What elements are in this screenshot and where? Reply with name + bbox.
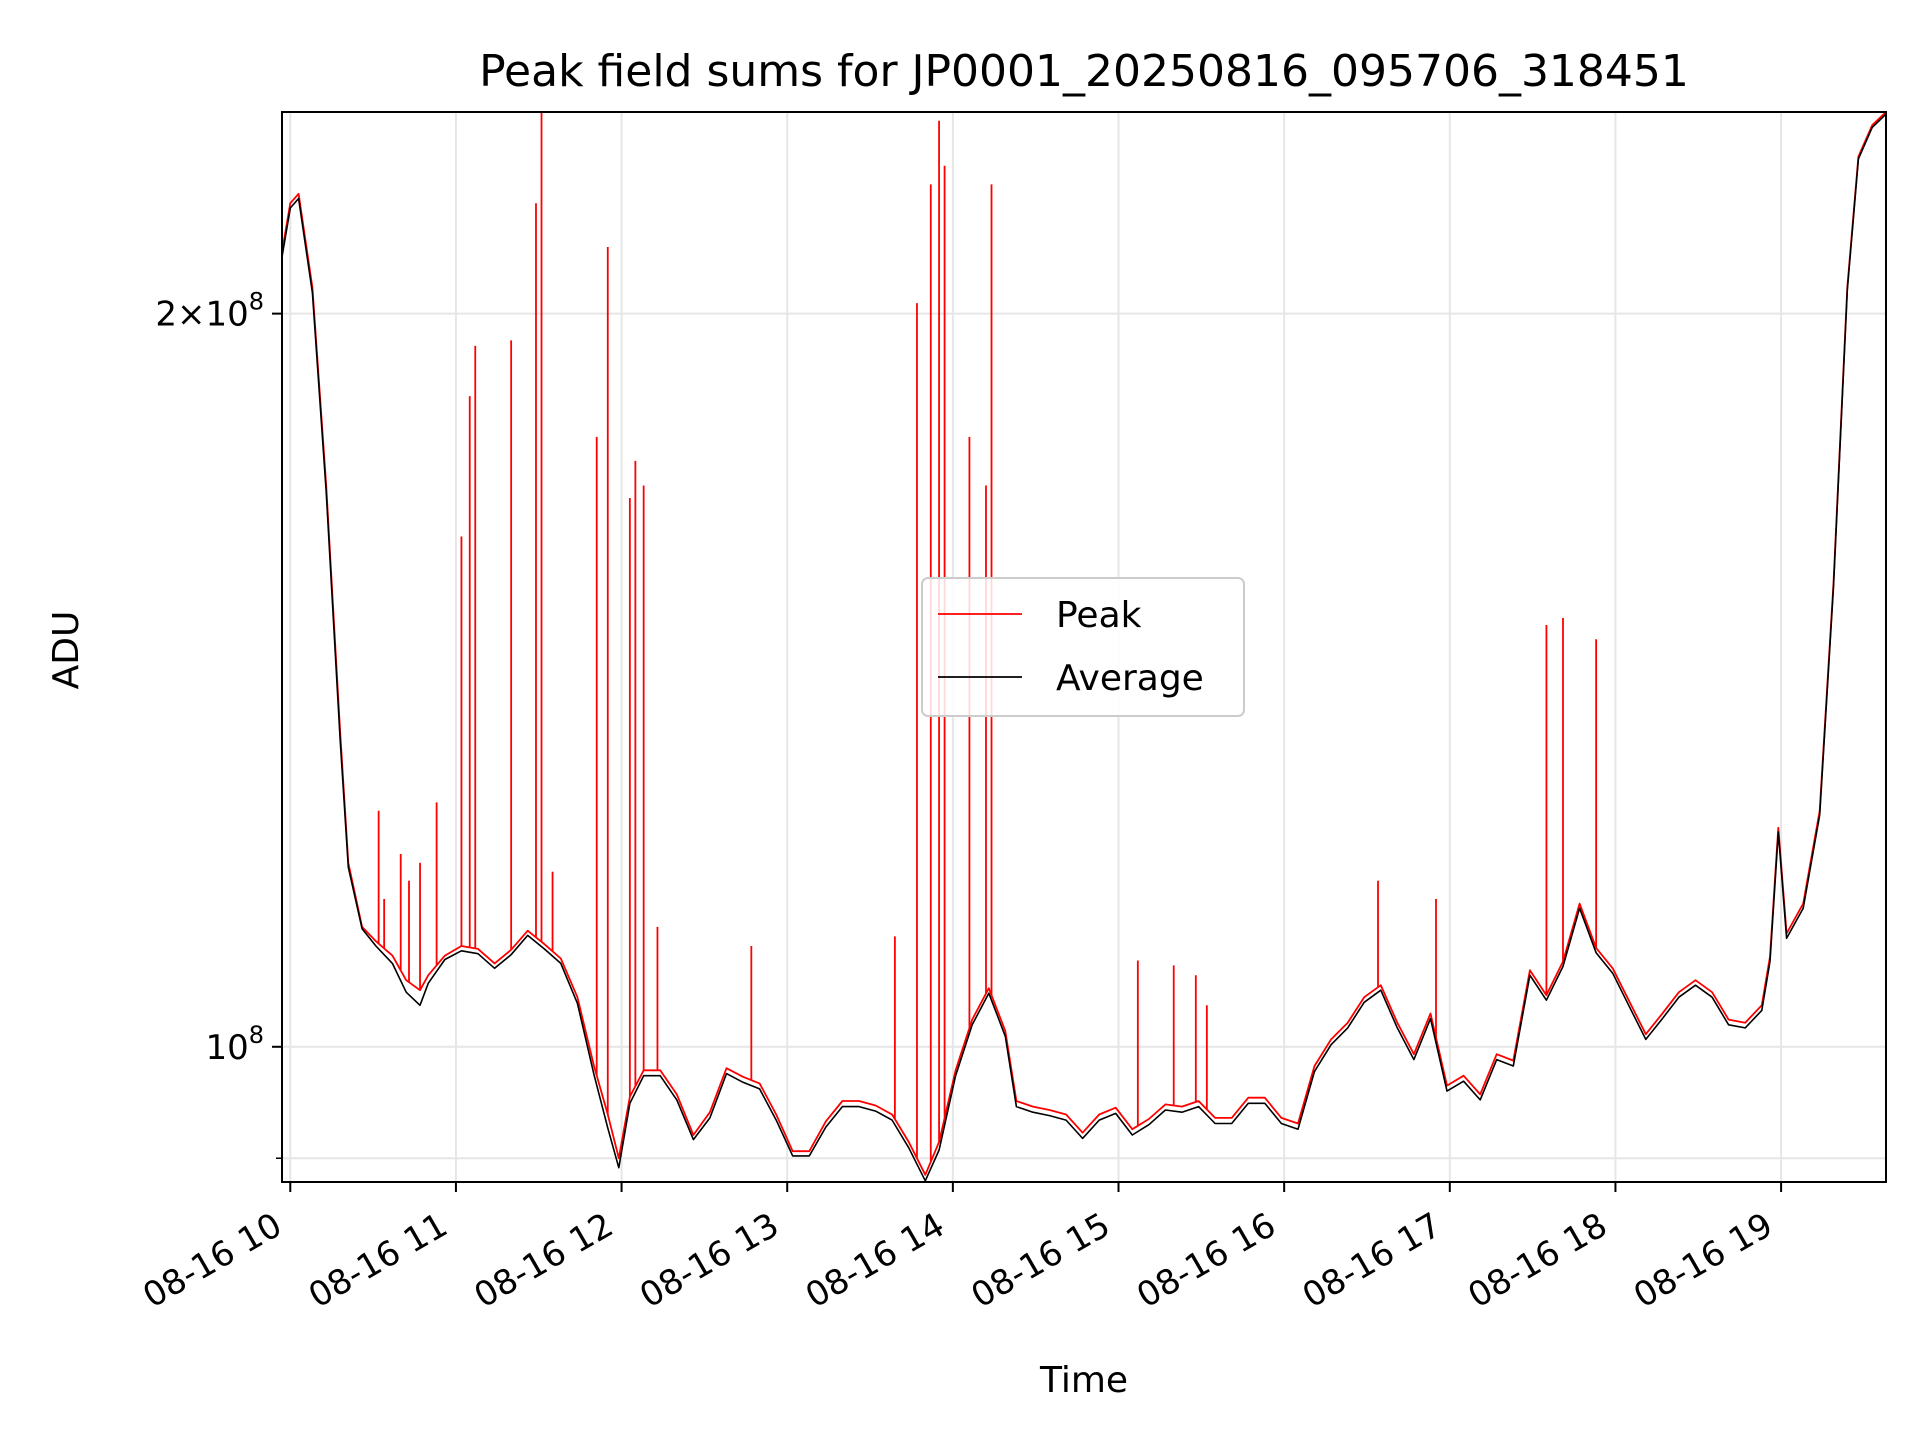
y-tick-label: 108 xyxy=(205,1021,264,1068)
peak-series-layer xyxy=(282,112,1886,1176)
x-axis-label: Time xyxy=(1039,1360,1128,1401)
chart-legend: Peak Average xyxy=(921,577,1245,717)
peak-series-line xyxy=(282,112,1886,1176)
legend-average-label: Average xyxy=(1056,658,1204,699)
average-series-layer xyxy=(282,113,1886,1182)
plot-area xyxy=(282,112,1886,1182)
y-axis-label: ADU xyxy=(46,611,87,690)
legend-box xyxy=(921,577,1245,717)
chart-title: Peak field sums for JP0001_20250816_0957… xyxy=(479,46,1689,97)
y-axis-ticks: 108 2×108 xyxy=(155,288,282,1159)
y-tick-label: 2×108 xyxy=(155,288,264,335)
plot-frame xyxy=(281,111,1887,1183)
legend-peak-label: Peak xyxy=(1056,595,1142,636)
grid-layer xyxy=(282,112,1886,1182)
average-series-line xyxy=(282,113,1886,1182)
